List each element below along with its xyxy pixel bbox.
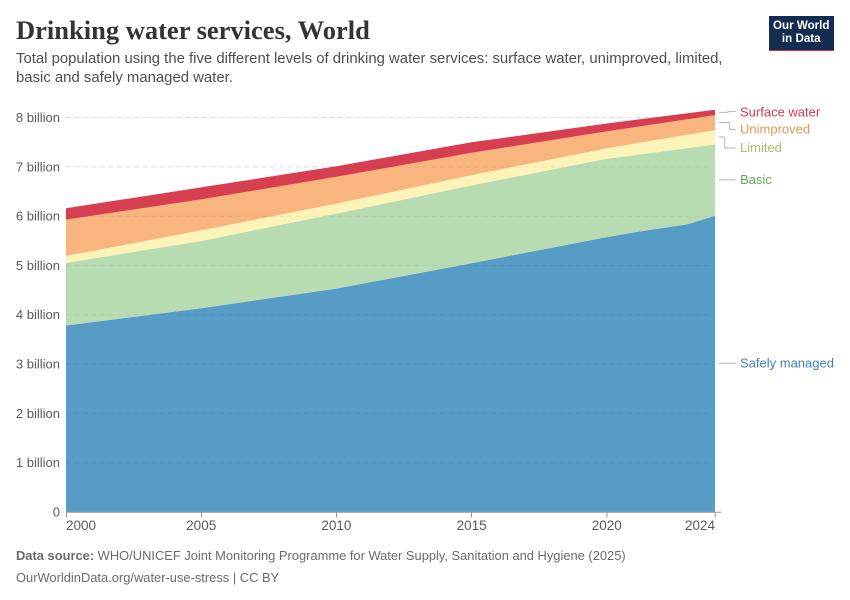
svg-text:3 billion: 3 billion xyxy=(16,357,60,372)
svg-text:2 billion: 2 billion xyxy=(16,406,60,421)
svg-text:2010: 2010 xyxy=(321,518,351,533)
svg-text:0: 0 xyxy=(53,504,60,519)
svg-text:2015: 2015 xyxy=(457,518,487,533)
svg-text:8 billion: 8 billion xyxy=(16,110,60,125)
svg-text:Surface water: Surface water xyxy=(740,105,821,120)
svg-text:7 billion: 7 billion xyxy=(16,159,60,174)
svg-text:2000: 2000 xyxy=(66,518,96,533)
svg-text:Basic: Basic xyxy=(740,172,772,187)
svg-text:Safely managed: Safely managed xyxy=(740,356,834,371)
svg-text:5 billion: 5 billion xyxy=(16,258,60,273)
svg-text:6 billion: 6 billion xyxy=(16,209,60,224)
svg-text:2005: 2005 xyxy=(186,518,216,533)
svg-text:2020: 2020 xyxy=(592,518,622,533)
svg-text:1 billion: 1 billion xyxy=(16,455,60,470)
svg-text:2024: 2024 xyxy=(685,518,716,533)
svg-text:4 billion: 4 billion xyxy=(16,307,60,322)
svg-text:Limited: Limited xyxy=(740,140,782,155)
svg-text:Unimproved: Unimproved xyxy=(740,122,810,137)
